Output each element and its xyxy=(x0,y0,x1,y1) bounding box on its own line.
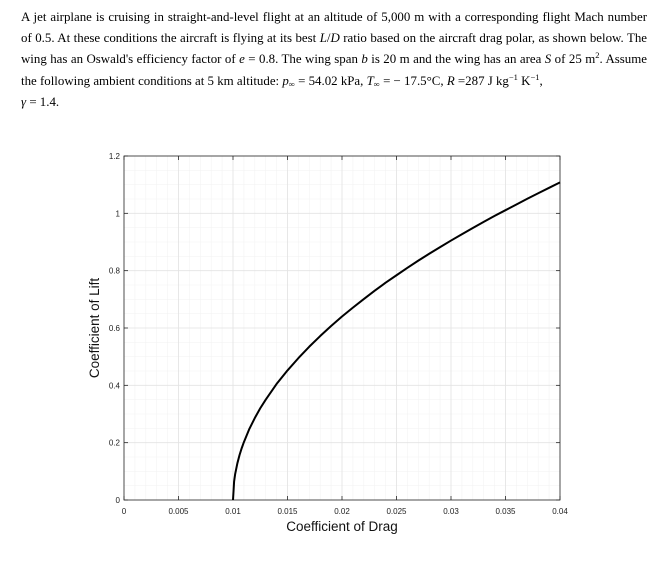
chart-grid xyxy=(123,155,561,501)
y-tick-label: 0.8 xyxy=(109,267,121,276)
x-tick-label: 0.015 xyxy=(277,507,298,516)
axis-ticks xyxy=(123,155,561,501)
problem-text: =287 J kg xyxy=(454,73,509,88)
subscript-infinity: ∞ xyxy=(373,78,380,89)
x-tick-label: 0.035 xyxy=(495,507,516,516)
unit-exponent: −1 xyxy=(530,71,540,82)
symbol-e: e xyxy=(239,52,245,67)
problem-text: = − 17.5°C, xyxy=(379,73,447,88)
x-tick-labels: 0 0.005 0.01 0.015 0.02 0.025 0.03 0.035 0.04 xyxy=(122,507,569,516)
x-tick-label: 0.04 xyxy=(552,507,568,516)
symbol-drag: D xyxy=(330,31,340,46)
problem-text: = 0.8. The wing span xyxy=(244,52,362,67)
symbol-s: S xyxy=(544,52,552,67)
y-tick-label: 0.4 xyxy=(109,381,121,390)
problem-text: is 20 m and the wing has an area xyxy=(367,52,545,67)
x-tick-label: 0 xyxy=(122,507,127,516)
y-tick-label: 0.2 xyxy=(109,439,121,448)
x-axis-title: Coefficient of Drag xyxy=(286,519,398,534)
y-axis-title: Coefficient of Lift xyxy=(87,278,102,379)
problem-text: = 1.4. xyxy=(26,94,60,109)
y-tick-labels: 0 0.2 0.4 0.6 0.8 1 1.2 xyxy=(109,152,121,505)
symbol-gamma: γ xyxy=(21,94,27,109)
drag-polar-line xyxy=(232,181,561,501)
y-tick-label: 0 xyxy=(116,496,121,505)
unit-exponent: −1 xyxy=(508,71,518,82)
problem-paragraph: A jet airplane is cruising in straight-a… xyxy=(21,7,647,113)
area-exponent: 2 xyxy=(595,50,600,61)
problem-text: K xyxy=(517,73,531,88)
y-tick-label: 0.6 xyxy=(109,324,121,333)
problem-statement: A jet airplane is cruising in straight-a… xyxy=(21,7,647,113)
x-tick-label: 0.025 xyxy=(386,507,407,516)
problem-text: . Assume the following ambient condition… xyxy=(21,52,647,88)
symbol-t: T xyxy=(366,73,374,88)
x-tick-label: 0.03 xyxy=(443,507,459,516)
subscript-infinity: ∞ xyxy=(288,78,295,89)
x-tick-label: 0.01 xyxy=(225,507,241,516)
x-tick-label: 0.005 xyxy=(168,507,189,516)
symbol-lift: L xyxy=(319,31,327,46)
y-tick-label: 1.2 xyxy=(109,152,121,161)
symbol-r: R xyxy=(446,73,455,88)
x-tick-label: 0.02 xyxy=(334,507,350,516)
problem-text: A jet airplane is cruising in straight-a… xyxy=(21,10,647,46)
symbol-p: p xyxy=(282,73,289,88)
problem-text: ratio based on the aircraft drag polar, … xyxy=(21,31,647,67)
y-tick-label: 1 xyxy=(116,209,121,218)
symbol-b: b xyxy=(361,52,368,67)
ld-slash: / xyxy=(326,31,331,46)
problem-text: , xyxy=(539,73,543,88)
problem-text: of 25 m xyxy=(551,52,596,67)
problem-text: = 54.02 kPa, xyxy=(294,73,367,88)
